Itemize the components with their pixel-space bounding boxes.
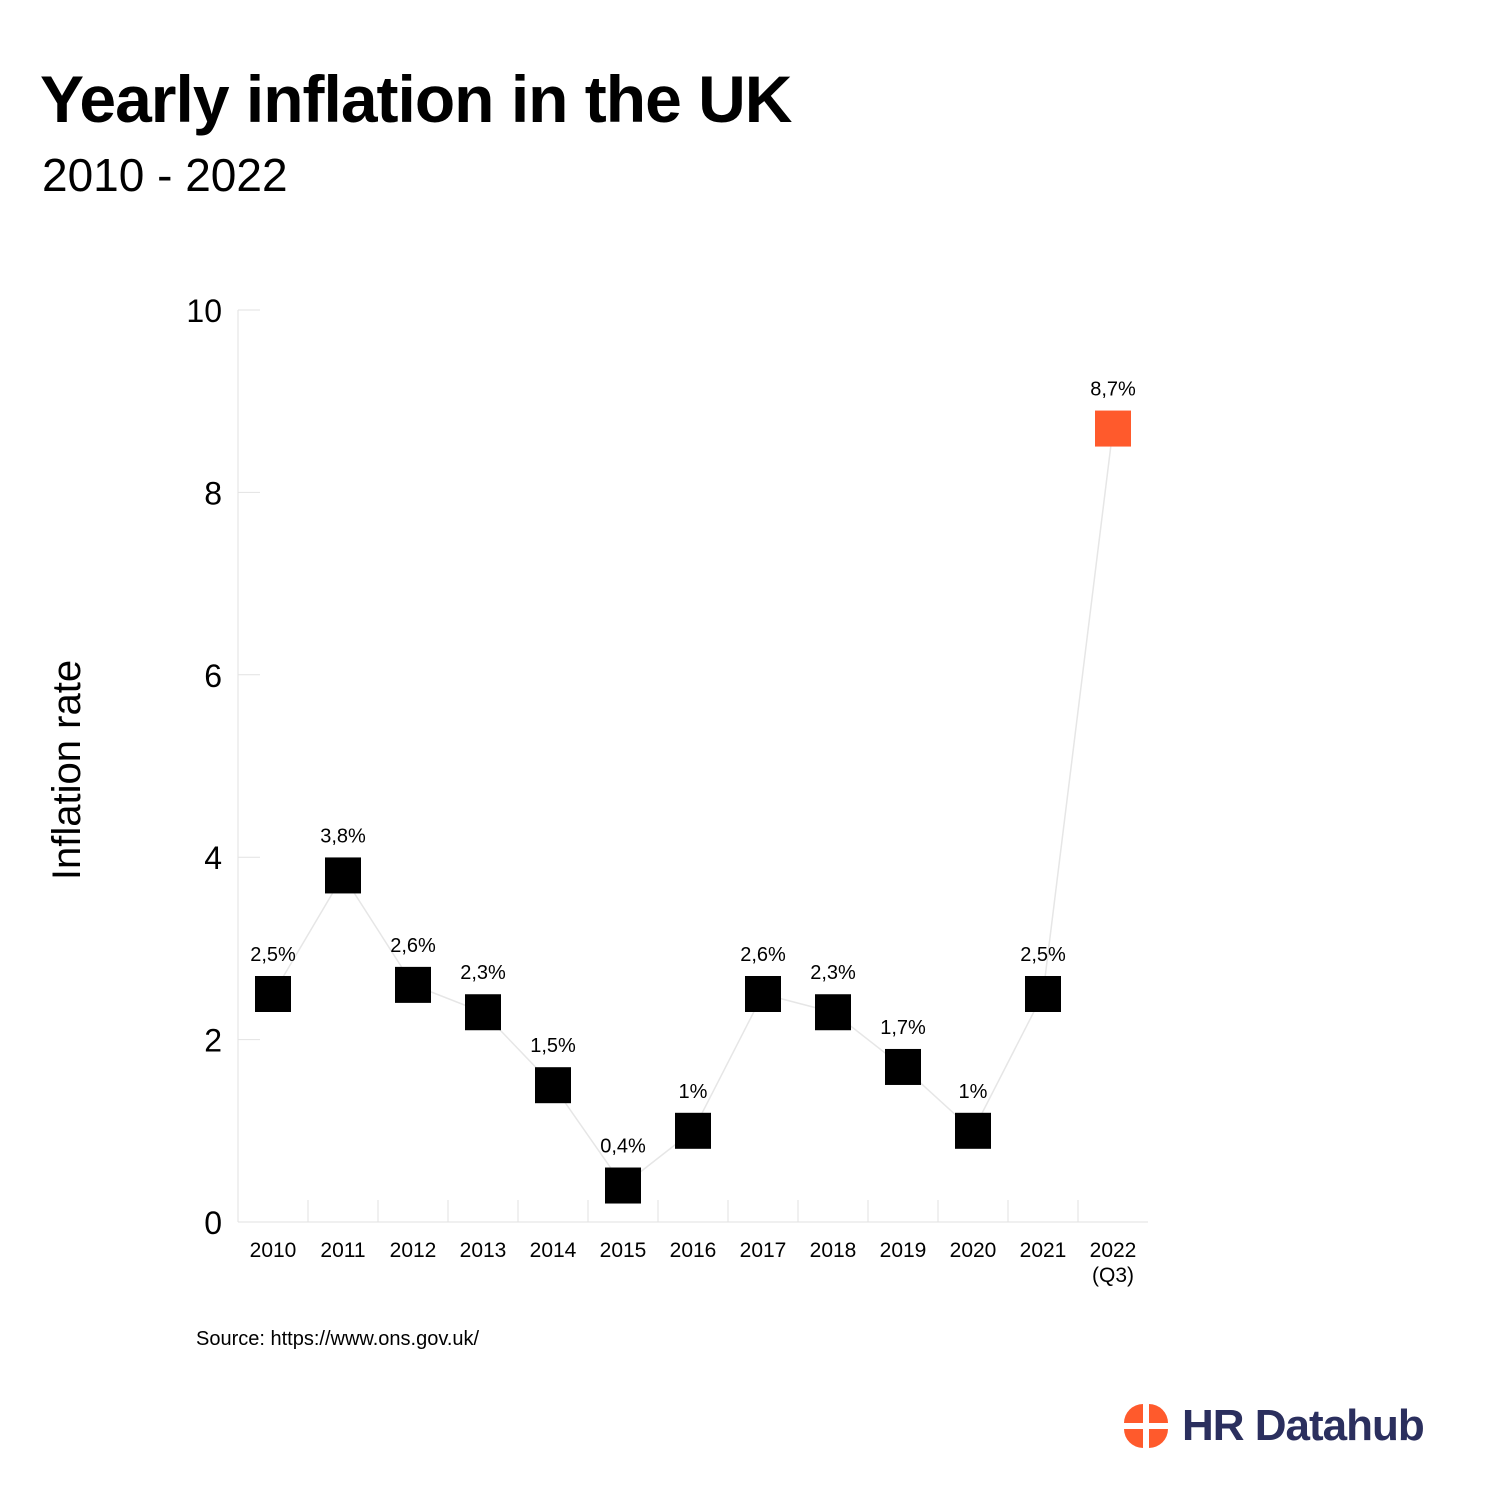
data-label: 2,3% bbox=[460, 962, 506, 984]
y-tick-label: 8 bbox=[204, 475, 222, 511]
x-tick-label: (Q3) bbox=[1092, 1264, 1134, 1287]
data-point-marker bbox=[465, 994, 501, 1031]
data-label: 1% bbox=[959, 1081, 988, 1103]
data-label: 2,5% bbox=[1020, 944, 1066, 966]
x-tick-label: 2012 bbox=[390, 1239, 437, 1262]
y-tick-label: 10 bbox=[186, 293, 222, 329]
data-point-marker bbox=[885, 1048, 921, 1085]
data-label: 2,6% bbox=[740, 944, 786, 966]
data-label: 2,6% bbox=[390, 935, 436, 957]
data-point-marker bbox=[255, 976, 291, 1012]
x-tick-label: 2013 bbox=[460, 1239, 507, 1262]
y-tick-label: 0 bbox=[204, 1205, 222, 1241]
data-label: 2,3% bbox=[810, 962, 856, 984]
hr-datahub-logo-icon bbox=[1124, 1404, 1168, 1448]
x-tick-label: 2014 bbox=[530, 1239, 577, 1262]
data-label: 3,8% bbox=[320, 825, 366, 847]
data-point-marker bbox=[745, 976, 781, 1012]
x-tick-label: 2021 bbox=[1020, 1239, 1067, 1262]
data-point-marker bbox=[815, 994, 851, 1031]
x-tick-label: 2017 bbox=[740, 1239, 787, 1262]
chart-subtitle: 2010 - 2022 bbox=[42, 149, 288, 201]
data-label: 0,4% bbox=[600, 1136, 646, 1158]
x-tick-label: 2011 bbox=[320, 1239, 365, 1262]
data-label: 8,7% bbox=[1090, 379, 1136, 401]
x-tick-label: 2010 bbox=[250, 1239, 297, 1262]
data-point-marker bbox=[1025, 976, 1061, 1012]
y-tick-label: 4 bbox=[204, 840, 222, 876]
brand-name: HR Datahub bbox=[1182, 1401, 1425, 1450]
x-tick-label: 2015 bbox=[600, 1239, 647, 1262]
data-point-marker bbox=[605, 1167, 641, 1204]
data-point-marker bbox=[325, 857, 361, 894]
data-point-marker bbox=[395, 966, 431, 1003]
x-tick-label: 2020 bbox=[950, 1239, 997, 1262]
y-axis-label: Inflation rate bbox=[45, 660, 89, 880]
chart-title: Yearly inflation in the UK bbox=[40, 62, 792, 136]
highlight-point-marker bbox=[1095, 410, 1131, 447]
x-tick-label: 2016 bbox=[670, 1239, 717, 1262]
y-tick-label: 2 bbox=[204, 1023, 222, 1059]
series-line bbox=[272, 428, 1114, 1187]
data-point-marker bbox=[675, 1112, 711, 1149]
source-note: Source: https://www.ons.gov.uk/ bbox=[196, 1328, 480, 1350]
data-label: 2,5% bbox=[250, 944, 296, 966]
y-tick-label: 6 bbox=[204, 658, 222, 694]
x-tick-label: 2022 bbox=[1090, 1239, 1137, 1262]
data-label: 1% bbox=[679, 1081, 708, 1103]
data-label: 1,5% bbox=[530, 1035, 576, 1057]
x-tick-label: 2018 bbox=[810, 1239, 857, 1262]
data-label: 1,7% bbox=[880, 1017, 926, 1039]
data-point-marker bbox=[535, 1067, 571, 1104]
data-point-marker bbox=[955, 1112, 991, 1149]
brand-logo: HR Datahub bbox=[1122, 1400, 1425, 1452]
x-tick-label: 2019 bbox=[880, 1239, 927, 1262]
